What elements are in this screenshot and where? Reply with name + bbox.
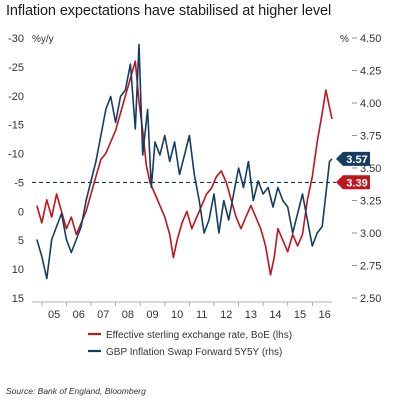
x-tick-label: 14 <box>269 309 281 321</box>
y-right-unit-label: % <box>340 34 349 45</box>
series-layer <box>36 43 333 280</box>
y-right-tick-label: 3.00 <box>360 228 381 240</box>
y-left-tick-label: -30 <box>8 33 24 45</box>
y-left-tick-label: 5 <box>18 235 24 247</box>
callout-layer: 3.57 3.39 <box>336 151 370 190</box>
y-left-tick-label: -25 <box>8 62 24 74</box>
x-tick-label: 10 <box>171 309 183 321</box>
y-right-tick-label: 2.50 <box>360 293 381 305</box>
y-left-tick-label: 10 <box>12 264 24 276</box>
x-tick-label: 06 <box>73 309 85 321</box>
chart-title: Inflation expectations have stabilised a… <box>6 3 332 19</box>
x-tick-label: 12 <box>220 309 232 321</box>
y-right-tick-label: 2.75 <box>360 261 381 273</box>
y-right-tick-label: 4.50 <box>360 33 381 45</box>
y-right-tick-label: 3.75 <box>360 131 381 143</box>
y-left-tick-label: -15 <box>8 120 24 132</box>
y-left-tick-label: 15 <box>12 293 24 305</box>
x-tick-label: 15 <box>294 309 306 321</box>
legend-label: GBP Inflation Swap Forward 5Y5Y (rhs) <box>106 347 282 358</box>
x-tick-label: 11 <box>196 309 207 321</box>
x-tick-label: 07 <box>97 309 109 321</box>
callout-tag <box>336 175 370 190</box>
legend: Effective sterling exchange rate, BoE (l… <box>88 330 292 358</box>
y-right-tick-label: 4.00 <box>360 98 381 110</box>
x-tick-label: 09 <box>146 309 158 321</box>
x-tick-label: 13 <box>245 309 257 321</box>
y-right-tick-label: 3.50 <box>360 163 381 175</box>
callout-value: 3.57 <box>346 154 367 166</box>
callout-tag <box>336 151 370 166</box>
y-left-tick-label: -10 <box>8 149 24 161</box>
y-left-tick-label: -20 <box>8 91 24 103</box>
x-tick-label: 08 <box>122 309 134 321</box>
y-left-tick-label: -5 <box>14 177 24 189</box>
y-left-unit-label: %y/y <box>32 34 54 45</box>
source-note: Source: Bank of England, Bloomberg <box>6 386 146 396</box>
y-left-tick-label: 0 <box>18 206 24 218</box>
x-tick-label: 16 <box>318 309 330 321</box>
legend-label: Effective sterling exchange rate, BoE (l… <box>106 330 292 341</box>
series-line-swap <box>36 43 333 280</box>
x-tick-label: 05 <box>48 309 60 321</box>
y-right-tick-label: 3.25 <box>360 196 381 208</box>
callout-value: 3.39 <box>346 177 367 189</box>
y-right-tick-label: 4.25 <box>360 66 381 78</box>
series-line-sterling <box>36 60 333 276</box>
